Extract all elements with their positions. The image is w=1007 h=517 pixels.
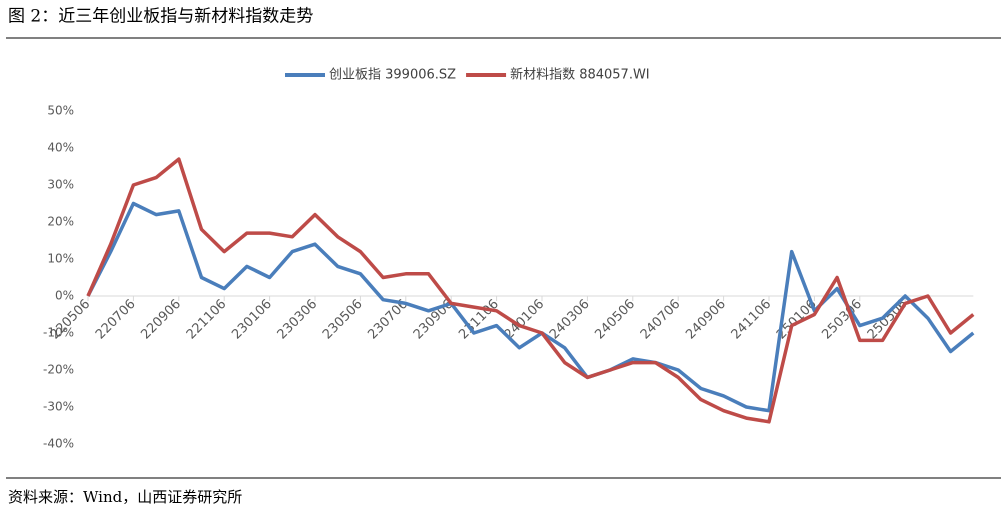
x-tick-label: 240906 <box>683 297 729 343</box>
x-tick-label: 240506 <box>592 297 638 343</box>
y-tick-label: -40% <box>43 437 74 451</box>
x-tick-label: 230306 <box>275 297 321 343</box>
x-tick-label: 221106 <box>184 297 230 343</box>
source: 资料来源：Wind，山西证券研究所 <box>8 488 242 506</box>
series-line <box>86 157 975 424</box>
x-tick-label: 240706 <box>638 297 684 343</box>
y-tick-label: -30% <box>43 400 74 414</box>
y-tick-label: -20% <box>43 363 74 377</box>
legend-label: 新材料指数 884057.WI <box>510 67 650 83</box>
x-tick-label: 230506 <box>320 297 366 343</box>
chart-title: 图 2：近三年创业板指与新材料指数走势 <box>8 7 313 27</box>
y-tick-label: 50% <box>47 104 74 118</box>
y-tick-label: 0% <box>55 289 74 303</box>
x-tick-label: 241106 <box>729 297 775 343</box>
x-tick-label: 230106 <box>229 297 275 343</box>
x-tick-label: 220706 <box>93 297 139 343</box>
y-tick-label: 20% <box>47 215 74 229</box>
series-line <box>86 201 975 413</box>
y-tick-label: 40% <box>47 141 74 155</box>
x-tick-label: 240306 <box>547 297 593 343</box>
y-tick-label: 10% <box>47 252 74 266</box>
y-tick-label: -10% <box>43 326 74 340</box>
y-tick-label: 30% <box>47 178 74 192</box>
x-tick-label: 220906 <box>138 297 184 343</box>
legend-label: 创业板指 399006.SZ <box>329 68 456 83</box>
